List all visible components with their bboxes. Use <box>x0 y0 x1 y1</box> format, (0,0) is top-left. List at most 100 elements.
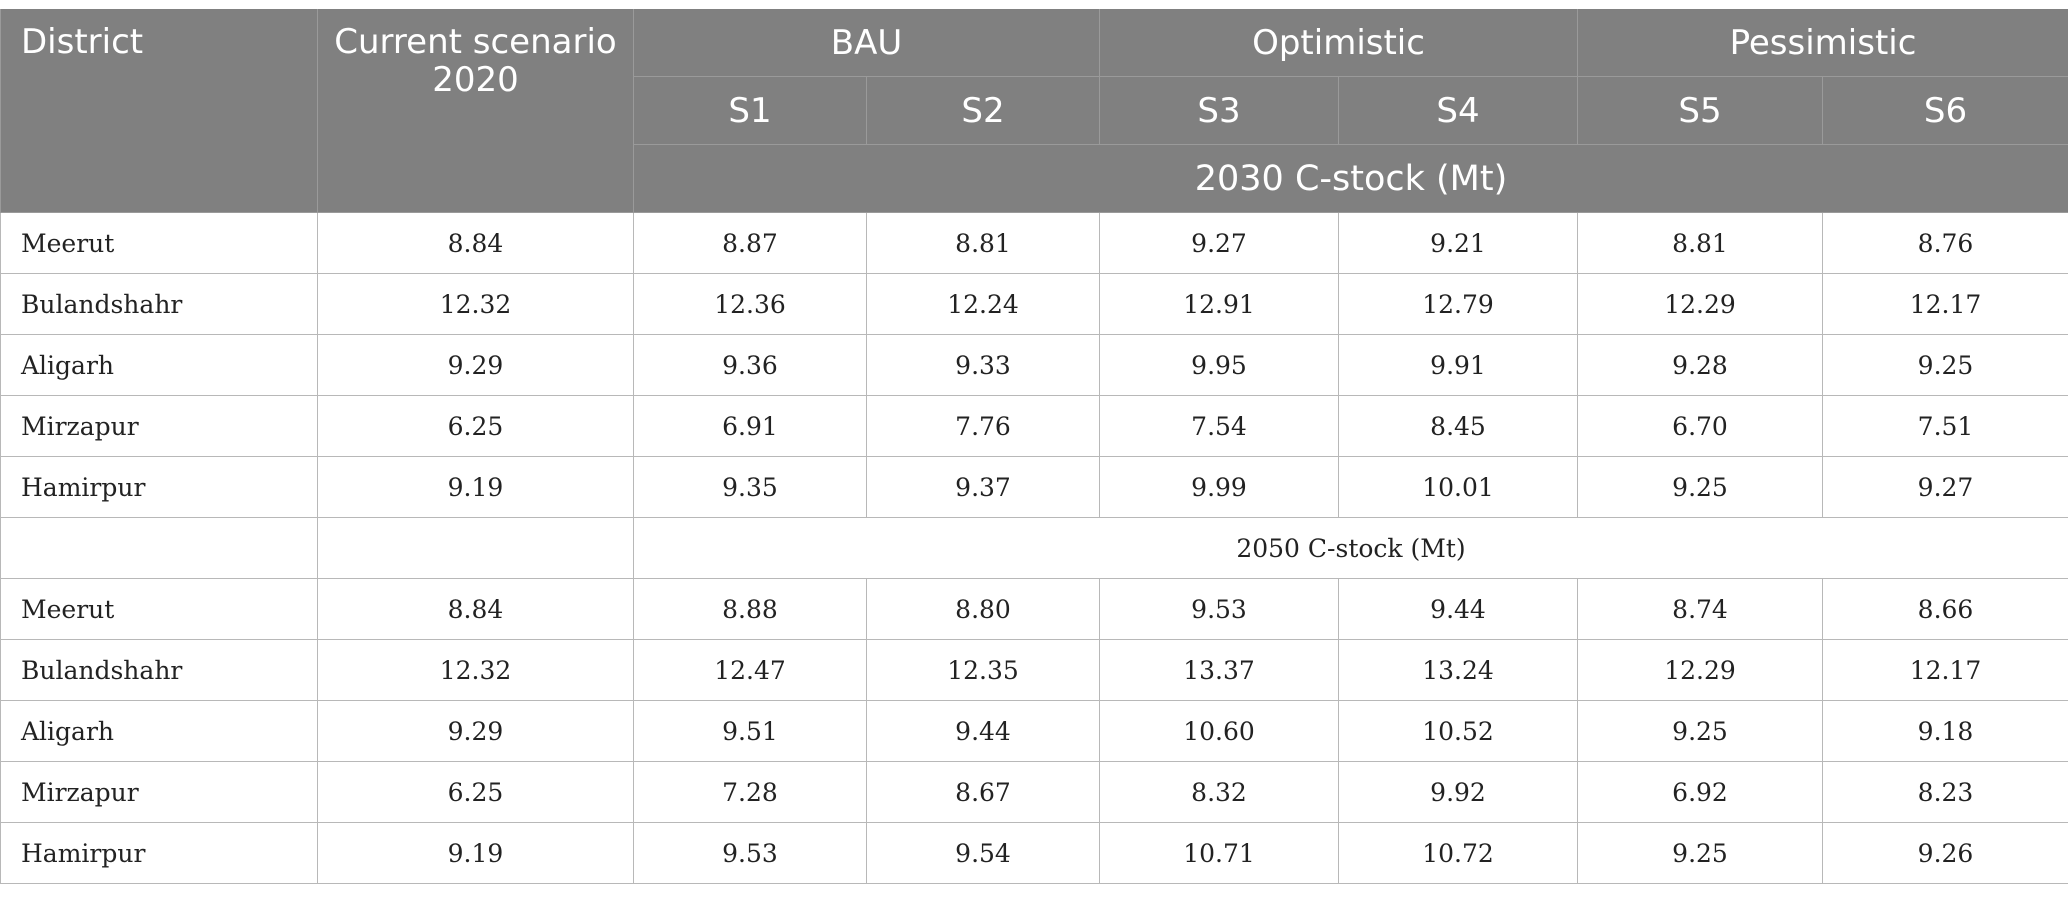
district-cell: Bulandshahr <box>0 273 318 335</box>
scenario-s5-cell: 8.81 <box>1577 212 1824 274</box>
scenario-s3-cell: 12.91 <box>1099 273 1340 335</box>
scenario-s1-cell: 9.51 <box>633 700 867 762</box>
scenario-header-s1: S1 <box>633 76 867 145</box>
current-value-cell: 6.25 <box>317 395 634 457</box>
scenario-header-s6: S6 <box>1822 76 2068 145</box>
district-cell: Hamirpur <box>0 822 318 884</box>
scenario-s4-cell: 9.92 <box>1338 761 1579 823</box>
current-value-cell: 6.25 <box>317 761 634 823</box>
table-header: District Current scenario 2020 BAU Optim… <box>0 9 2068 213</box>
current-value-cell: 9.29 <box>317 700 634 762</box>
scenario-s3-cell: 10.71 <box>1099 822 1340 884</box>
table-row: Mirzapur 6.25 7.28 8.67 8.32 9.92 6.92 8.23 <box>0 761 2068 823</box>
scenario-s2-cell: 8.80 <box>865 578 1101 640</box>
scenario-s4-cell: 10.52 <box>1338 700 1579 762</box>
scenario-s2-cell: 8.81 <box>865 212 1101 274</box>
current-value-cell: 8.84 <box>317 212 634 274</box>
scenario-s4-cell: 10.01 <box>1338 456 1579 518</box>
scenario-s1-cell: 12.47 <box>633 639 867 701</box>
group-header-bau: BAU <box>632 9 1101 77</box>
scenario-s5-cell: 9.25 <box>1577 700 1824 762</box>
scenario-s6-cell: 12.17 <box>1822 273 2068 335</box>
district-cell: Aligarh <box>0 334 318 396</box>
current-value-cell: 8.84 <box>317 578 634 640</box>
scenario-s6-cell: 9.27 <box>1822 456 2068 518</box>
scenario-s3-cell: 9.95 <box>1099 334 1340 396</box>
table-row: Bulandshahr 12.32 12.47 12.35 13.37 13.24 12.2… <box>0 639 2068 701</box>
scenario-header-s3: S3 <box>1099 76 1340 145</box>
scenario-s1-cell: 9.53 <box>633 822 867 884</box>
scenario-s3-cell: 9.27 <box>1099 212 1340 274</box>
scenario-s2-cell: 9.37 <box>865 456 1101 518</box>
table-row: Hamirpur 9.19 9.53 9.54 10.71 10.72 9.25 9.26 <box>0 822 2068 884</box>
district-cell: Meerut <box>0 212 318 274</box>
current-value-cell: 9.19 <box>317 456 634 518</box>
table-body: Meerut 8.84 8.87 8.81 9.27 9.21 8.81 8.76 Buland… <box>0 212 2068 884</box>
district-cell: Mirzapur <box>0 395 318 457</box>
scenario-s3-cell: 8.32 <box>1099 761 1340 823</box>
group-header-optimistic: Optimistic <box>1099 9 1579 77</box>
scenario-s6-cell: 8.23 <box>1822 761 2068 823</box>
current-value-cell: 12.32 <box>317 639 634 701</box>
table-row: Aligarh 9.29 9.51 9.44 10.60 10.52 9.25 9.18 <box>0 700 2068 762</box>
scenario-s2-cell: 9.44 <box>865 700 1101 762</box>
scenario-s1-cell: 9.36 <box>633 334 867 396</box>
scenario-s2-cell: 12.35 <box>865 639 1101 701</box>
scenario-s5-cell: 12.29 <box>1577 273 1824 335</box>
scenario-s1-cell: 6.91 <box>633 395 867 457</box>
scenario-s2-cell: 7.76 <box>865 395 1101 457</box>
scenario-s5-cell: 12.29 <box>1577 639 1824 701</box>
scenario-s3-cell: 10.60 <box>1099 700 1340 762</box>
scenario-s5-cell: 8.74 <box>1577 578 1824 640</box>
table-row: Aligarh 9.29 9.36 9.33 9.95 9.91 9.28 9.25 <box>0 334 2068 396</box>
scenario-s2-cell: 9.54 <box>865 822 1101 884</box>
scenario-s2-cell: 8.67 <box>865 761 1101 823</box>
scenario-s5-cell: 9.25 <box>1577 822 1824 884</box>
scenario-s4-cell: 12.79 <box>1338 273 1579 335</box>
table-row: Meerut 8.84 8.87 8.81 9.27 9.21 8.81 8.76 <box>0 212 2068 274</box>
scenario-s3-cell: 13.37 <box>1099 639 1340 701</box>
empty-cell <box>0 517 318 579</box>
district-cell: Bulandshahr <box>0 639 318 701</box>
scenario-s1-cell: 7.28 <box>633 761 867 823</box>
table-row: Mirzapur 6.25 6.91 7.76 7.54 8.45 6.70 7.51 <box>0 395 2068 457</box>
scenario-s1-cell: 8.87 <box>633 212 867 274</box>
scenario-s4-cell: 9.91 <box>1338 334 1579 396</box>
scenario-s5-cell: 9.28 <box>1577 334 1824 396</box>
scenario-s3-cell: 9.99 <box>1099 456 1340 518</box>
current-value-cell: 12.32 <box>317 273 634 335</box>
district-cell: Meerut <box>0 578 318 640</box>
scenario-s6-cell: 8.66 <box>1822 578 2068 640</box>
current-scenario-column-header: Current scenario 2020 <box>317 9 634 213</box>
scenario-s6-cell: 9.25 <box>1822 334 2068 396</box>
scenario-s2-cell: 12.24 <box>865 273 1101 335</box>
scenario-s2-cell: 9.33 <box>865 334 1101 396</box>
scenario-s5-cell: 9.25 <box>1577 456 1824 518</box>
c-stock-table: District Current scenario 2020 BAU Optim… <box>0 9 2068 884</box>
scenario-s3-cell: 9.53 <box>1099 578 1340 640</box>
current-value-cell: 9.19 <box>317 822 634 884</box>
scenario-s4-cell: 9.21 <box>1338 212 1579 274</box>
scenario-s5-cell: 6.92 <box>1577 761 1824 823</box>
current-value-cell: 9.29 <box>317 334 634 396</box>
section-divider-row: 2050 C-stock (Mt) <box>0 517 2068 579</box>
scenario-s6-cell: 12.17 <box>1822 639 2068 701</box>
scenario-s3-cell: 7.54 <box>1099 395 1340 457</box>
scenario-s6-cell: 8.76 <box>1822 212 2068 274</box>
scenario-s4-cell: 13.24 <box>1338 639 1579 701</box>
scenario-s4-cell: 9.44 <box>1338 578 1579 640</box>
unit-header-2030: 2030 C-stock (Mt) <box>632 144 2068 213</box>
scenario-header-s2: S2 <box>865 76 1101 145</box>
table-row: Bulandshahr 12.32 12.36 12.24 12.91 12.79 12.2… <box>0 273 2068 335</box>
district-cell: Mirzapur <box>0 761 318 823</box>
table-row: Hamirpur 9.19 9.35 9.37 9.99 10.01 9.25 9.27 <box>0 456 2068 518</box>
unit-label-2050: 2050 C-stock (Mt) <box>632 517 2068 579</box>
district-column-header: District <box>0 9 318 213</box>
scenario-s6-cell: 7.51 <box>1822 395 2068 457</box>
table-row: Meerut 8.84 8.88 8.80 9.53 9.44 8.74 8.66 <box>0 578 2068 640</box>
scenario-s4-cell: 10.72 <box>1338 822 1579 884</box>
empty-cell <box>317 517 634 579</box>
scenario-s1-cell: 8.88 <box>633 578 867 640</box>
scenario-s6-cell: 9.26 <box>1822 822 2068 884</box>
district-cell: Aligarh <box>0 700 318 762</box>
